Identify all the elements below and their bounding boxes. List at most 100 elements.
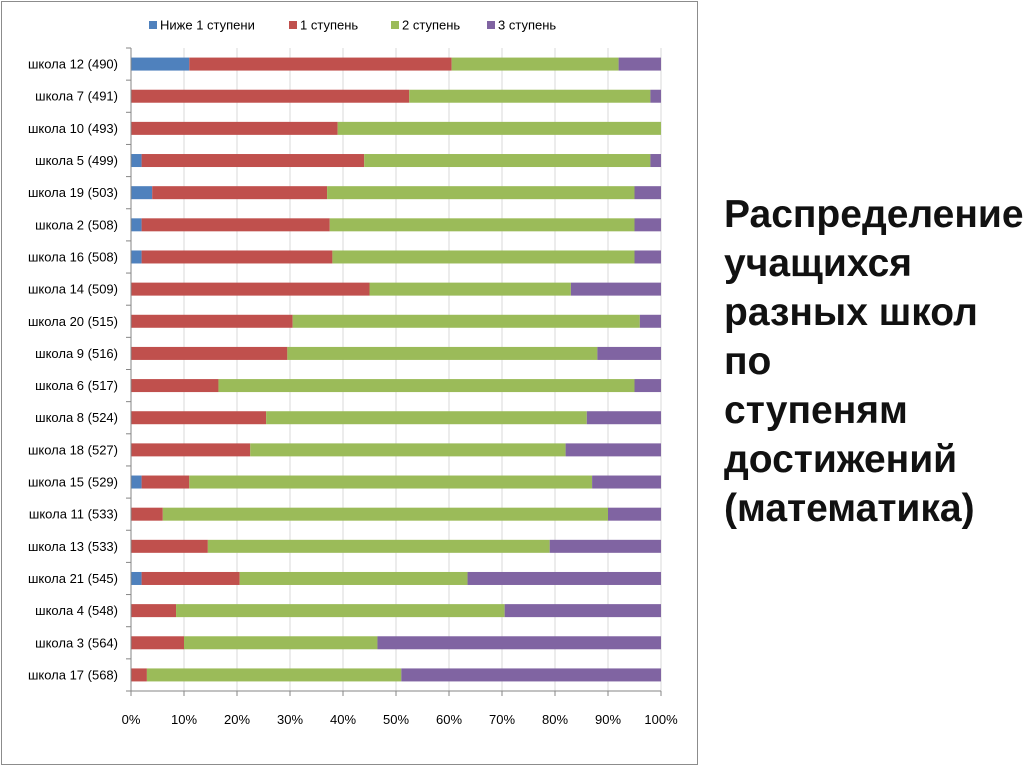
bar-segment — [131, 636, 184, 650]
y-tick-label: школа 16 (508) — [28, 249, 118, 264]
y-tick-label: школа 18 (527) — [28, 442, 118, 457]
x-tick-label: 30% — [277, 712, 303, 727]
bar-segment — [565, 443, 661, 457]
x-tick-label: 40% — [330, 712, 356, 727]
bar-segment — [207, 539, 550, 553]
x-tick-label: 80% — [542, 712, 568, 727]
y-tick-label: школа 12 (490) — [28, 57, 118, 72]
bar-segment — [250, 443, 566, 457]
legend-label: 1 ступень — [300, 18, 358, 33]
y-tick-label: школа 2 (508) — [35, 217, 118, 232]
slide-title: Распределение учащихся разных школ по ст… — [724, 193, 1024, 530]
bar-segment — [131, 314, 293, 328]
y-tick-label: школа 21 (545) — [28, 571, 118, 586]
bar-segment — [287, 346, 598, 360]
bar-segment — [131, 346, 288, 360]
bar-segment — [131, 475, 142, 489]
bar-segment — [131, 218, 142, 232]
bar-segment — [131, 539, 208, 553]
y-tick-label: школа 19 (503) — [28, 185, 118, 200]
y-tick-label: школа 5 (499) — [35, 153, 118, 168]
bar-segment — [467, 571, 661, 585]
chart-gridlines — [130, 48, 662, 691]
bar-segment — [131, 379, 219, 393]
bar-segment — [131, 668, 147, 682]
bar-segment — [131, 282, 370, 296]
y-tick-label: школа 20 (515) — [28, 314, 118, 329]
bar-segment — [131, 186, 153, 200]
x-tick-label: 70% — [489, 712, 515, 727]
bar-segment — [131, 604, 177, 618]
x-tick-label: 60% — [436, 712, 462, 727]
bar-segment — [634, 186, 661, 200]
bar-segment — [650, 89, 661, 103]
bar-segment — [634, 250, 661, 264]
y-tick-label: школа 15 (529) — [28, 475, 118, 490]
y-tick-label: школа 13 (533) — [28, 539, 118, 554]
y-tick-label: школа 7 (491) — [35, 89, 118, 104]
bar-segment — [146, 668, 402, 682]
y-tick-label: школа 3 (564) — [35, 635, 118, 650]
bar-segment — [618, 57, 661, 71]
bar-segment — [337, 121, 661, 135]
bar-segment — [141, 475, 190, 489]
bar-segment — [592, 475, 661, 489]
y-tick-label: школа 17 (568) — [28, 667, 118, 682]
bar-segment — [141, 250, 333, 264]
chart-axes — [126, 47, 662, 696]
bar-segment — [141, 154, 365, 168]
bar-segment — [162, 507, 609, 521]
bar-segment — [401, 668, 661, 682]
bar-segment — [189, 57, 452, 71]
bar-segment — [141, 218, 330, 232]
x-tick-label: 90% — [595, 712, 621, 727]
bar-segment — [292, 314, 640, 328]
bar-segment — [266, 411, 587, 425]
legend-swatch — [149, 21, 157, 29]
bar-segment — [634, 379, 661, 393]
bar-segment — [332, 250, 635, 264]
legend-swatch — [391, 21, 399, 29]
y-axis-labels: школа 12 (490) школа 7 (491) школа 10 (493… — [28, 57, 118, 683]
bar-segment — [141, 571, 240, 585]
bar-segment — [586, 411, 661, 425]
y-tick-label: школа 6 (517) — [35, 378, 118, 393]
bar-segment — [152, 186, 328, 200]
bar-segment — [189, 475, 593, 489]
stacked-bar-chart: Ниже 1 ступени 1 ступень 2 ступень 3 ступен… — [28, 18, 678, 728]
bar-segment — [131, 507, 163, 521]
bar-segment — [218, 379, 635, 393]
chart-frame: Ниже 1 ступени 1 ступень 2 ступень 3 ступен… — [1, 1, 698, 765]
y-tick-label: школа 8 (524) — [35, 410, 118, 425]
legend-swatch — [487, 21, 495, 29]
bar-segment — [239, 571, 468, 585]
bar-segment — [131, 443, 251, 457]
bar-segment — [131, 154, 142, 168]
bar-segment — [570, 282, 661, 296]
x-tick-label: 50% — [383, 712, 409, 727]
bar-segment — [549, 539, 661, 553]
legend-label: Ниже 1 ступени — [160, 18, 255, 33]
bar-segment — [364, 154, 651, 168]
bar-segment — [451, 57, 619, 71]
legend-swatch — [289, 21, 297, 29]
bar-segment — [176, 604, 505, 618]
bar-segment — [329, 218, 635, 232]
x-axis-labels: 0% 10% 20% 30% 40% 50% 60% 70% 80% 90% 100% — [122, 712, 678, 727]
y-tick-label: школа 10 (493) — [28, 121, 118, 136]
y-tick-label: школа 9 (516) — [35, 346, 118, 361]
y-tick-label: школа 4 (548) — [35, 603, 118, 618]
x-tick-label: 20% — [224, 712, 250, 727]
bar-segment — [650, 154, 661, 168]
legend-label: 2 ступень — [402, 18, 460, 33]
bar-segment — [377, 636, 661, 650]
bar-segment — [504, 604, 661, 618]
legend-label: 3 ступень — [498, 18, 556, 33]
bar-segment — [409, 89, 651, 103]
chart-bars — [131, 57, 661, 682]
x-tick-label: 100% — [644, 712, 678, 727]
chart-legend: Ниже 1 ступени 1 ступень 2 ступень 3 ступен… — [149, 18, 556, 33]
bar-segment — [634, 218, 661, 232]
bar-segment — [131, 411, 267, 425]
y-tick-label: школа 14 (509) — [28, 282, 118, 297]
